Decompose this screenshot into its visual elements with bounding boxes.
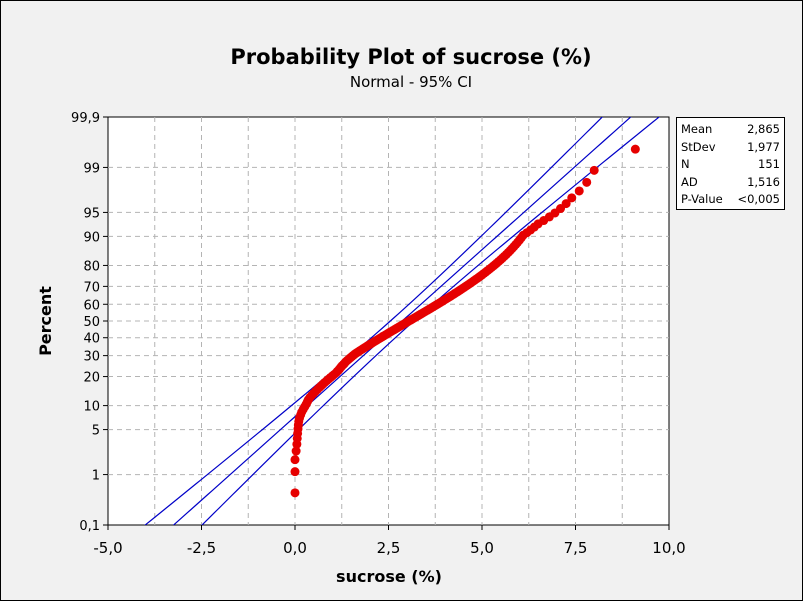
- stat-value: 1,516: [747, 174, 780, 189]
- y-tick-label: 0,1: [79, 519, 100, 534]
- x-axis-label: sucrose (%): [336, 567, 442, 586]
- stat-label: N: [681, 157, 690, 171]
- stat-value: 151: [758, 157, 780, 171]
- data-points: [290, 144, 640, 498]
- y-tick-label: 80: [83, 259, 100, 274]
- ci-lower-band: [144, 117, 604, 525]
- x-tick-label: 0,0: [283, 539, 307, 557]
- stat-value: 1,977: [747, 139, 780, 154]
- y-tick-label: 99,9: [71, 111, 100, 126]
- x-axis-ticks: -5,0 -2,5 0,0 2,5 5,0 7,5 10,0: [93, 525, 686, 557]
- y-tick-label: 20: [83, 371, 100, 386]
- data-point: [291, 446, 301, 456]
- stats-legend: Mean 2,865 StDev 1,977 N 151 AD 1,516 P-…: [676, 117, 785, 210]
- y-tick-label: 1: [92, 469, 100, 484]
- y-tick-label: 10: [83, 400, 100, 415]
- data-point: [290, 455, 300, 465]
- y-tick-label: 90: [83, 230, 100, 245]
- data-point: [574, 186, 584, 196]
- y-tick-label: 99: [83, 161, 100, 176]
- data-point: [582, 177, 592, 187]
- y-tick-label: 40: [83, 332, 100, 347]
- stat-label: P-Value: [681, 192, 723, 206]
- stat-value: <0,005: [737, 192, 780, 206]
- stat-row-n: N 151: [681, 156, 780, 174]
- stat-label: StDev: [681, 139, 716, 154]
- y-tick-label: 50: [83, 315, 100, 330]
- stat-row-pvalue: P-Value <0,005: [681, 191, 780, 209]
- x-tick-label: 5,0: [470, 539, 494, 557]
- x-tick-label: 2,5: [377, 539, 401, 557]
- x-tick-label: 10,0: [652, 539, 685, 557]
- x-tick-label: -2,5: [187, 539, 216, 557]
- y-tick-label: 30: [83, 350, 100, 365]
- chart-title: Probability Plot of sucrose (%): [230, 45, 592, 69]
- data-point: [567, 193, 577, 203]
- y-tick-label: 60: [83, 298, 100, 313]
- y-tick-label: 70: [83, 280, 100, 295]
- y-tick-label: 95: [83, 206, 100, 221]
- data-point: [589, 165, 599, 175]
- data-point: [290, 467, 300, 477]
- stat-value: 2,865: [747, 122, 780, 136]
- stat-row-stdev: StDev 1,977: [681, 139, 780, 157]
- stat-label: Mean: [681, 122, 713, 136]
- data-point: [290, 488, 300, 498]
- data-point: [561, 199, 571, 209]
- data-point: [630, 144, 640, 154]
- stat-label: AD: [681, 174, 698, 189]
- y-axis-ticks: 0,1 1 5 10 20 30 40 50 60 70 80 90 95 99 99,9: [71, 111, 108, 534]
- stat-row-mean: Mean 2,865: [681, 121, 780, 139]
- stat-row-ad: AD 1,516: [681, 174, 780, 192]
- x-tick-label: -5,0: [93, 539, 122, 557]
- y-tick-label: 5: [92, 424, 100, 439]
- chart-subtitle: Normal - 95% CI: [349, 73, 473, 91]
- x-tick-label: 7,5: [564, 539, 588, 557]
- y-axis-label: Percent: [36, 286, 55, 356]
